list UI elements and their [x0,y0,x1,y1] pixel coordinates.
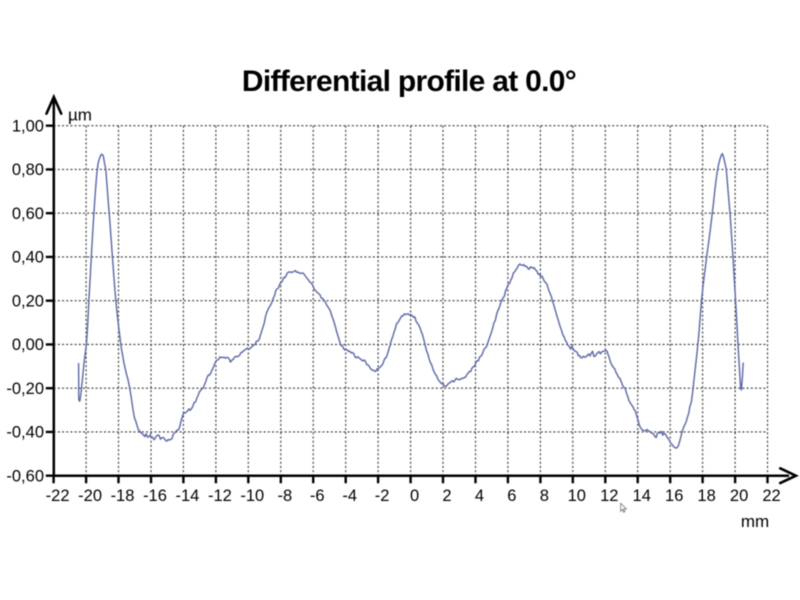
svg-text:-12: -12 [208,487,232,505]
svg-text:18: 18 [697,487,715,505]
svg-text:22: 22 [762,487,780,505]
svg-text:0,60: 0,60 [12,205,44,223]
svg-text:-14: -14 [175,487,199,505]
svg-text:-8: -8 [277,487,292,505]
svg-text:-2: -2 [375,487,390,505]
svg-text:-22: -22 [46,487,70,505]
svg-text:-16: -16 [143,487,167,505]
svg-text:0: 0 [410,487,419,505]
svg-text:8: 8 [540,487,549,505]
svg-text:10: 10 [568,487,586,505]
svg-text:-20: -20 [78,487,102,505]
svg-text:-4: -4 [342,487,357,505]
svg-text:Differential profile at 0.0°: Differential profile at 0.0° [242,65,576,98]
svg-text:16: 16 [665,487,683,505]
svg-text:14: 14 [633,487,651,505]
svg-text:-0,20: -0,20 [6,380,44,398]
svg-text:mm: mm [741,512,769,531]
svg-text:-18: -18 [111,487,135,505]
svg-text:µm: µm [68,106,92,125]
svg-text:-0,60: -0,60 [6,467,44,485]
svg-text:-6: -6 [310,487,325,505]
svg-text:4: 4 [475,487,484,505]
svg-text:12: 12 [600,487,618,505]
svg-text:0,20: 0,20 [12,292,44,310]
svg-text:6: 6 [507,487,516,505]
svg-text:0,00: 0,00 [12,336,44,354]
svg-text:0,40: 0,40 [12,249,44,267]
svg-text:-10: -10 [240,487,264,505]
svg-text:2: 2 [442,487,451,505]
svg-text:-0,40: -0,40 [6,424,44,442]
svg-text:20: 20 [730,487,748,505]
svg-text:0,80: 0,80 [12,161,44,179]
svg-text:1,00: 1,00 [12,117,44,135]
